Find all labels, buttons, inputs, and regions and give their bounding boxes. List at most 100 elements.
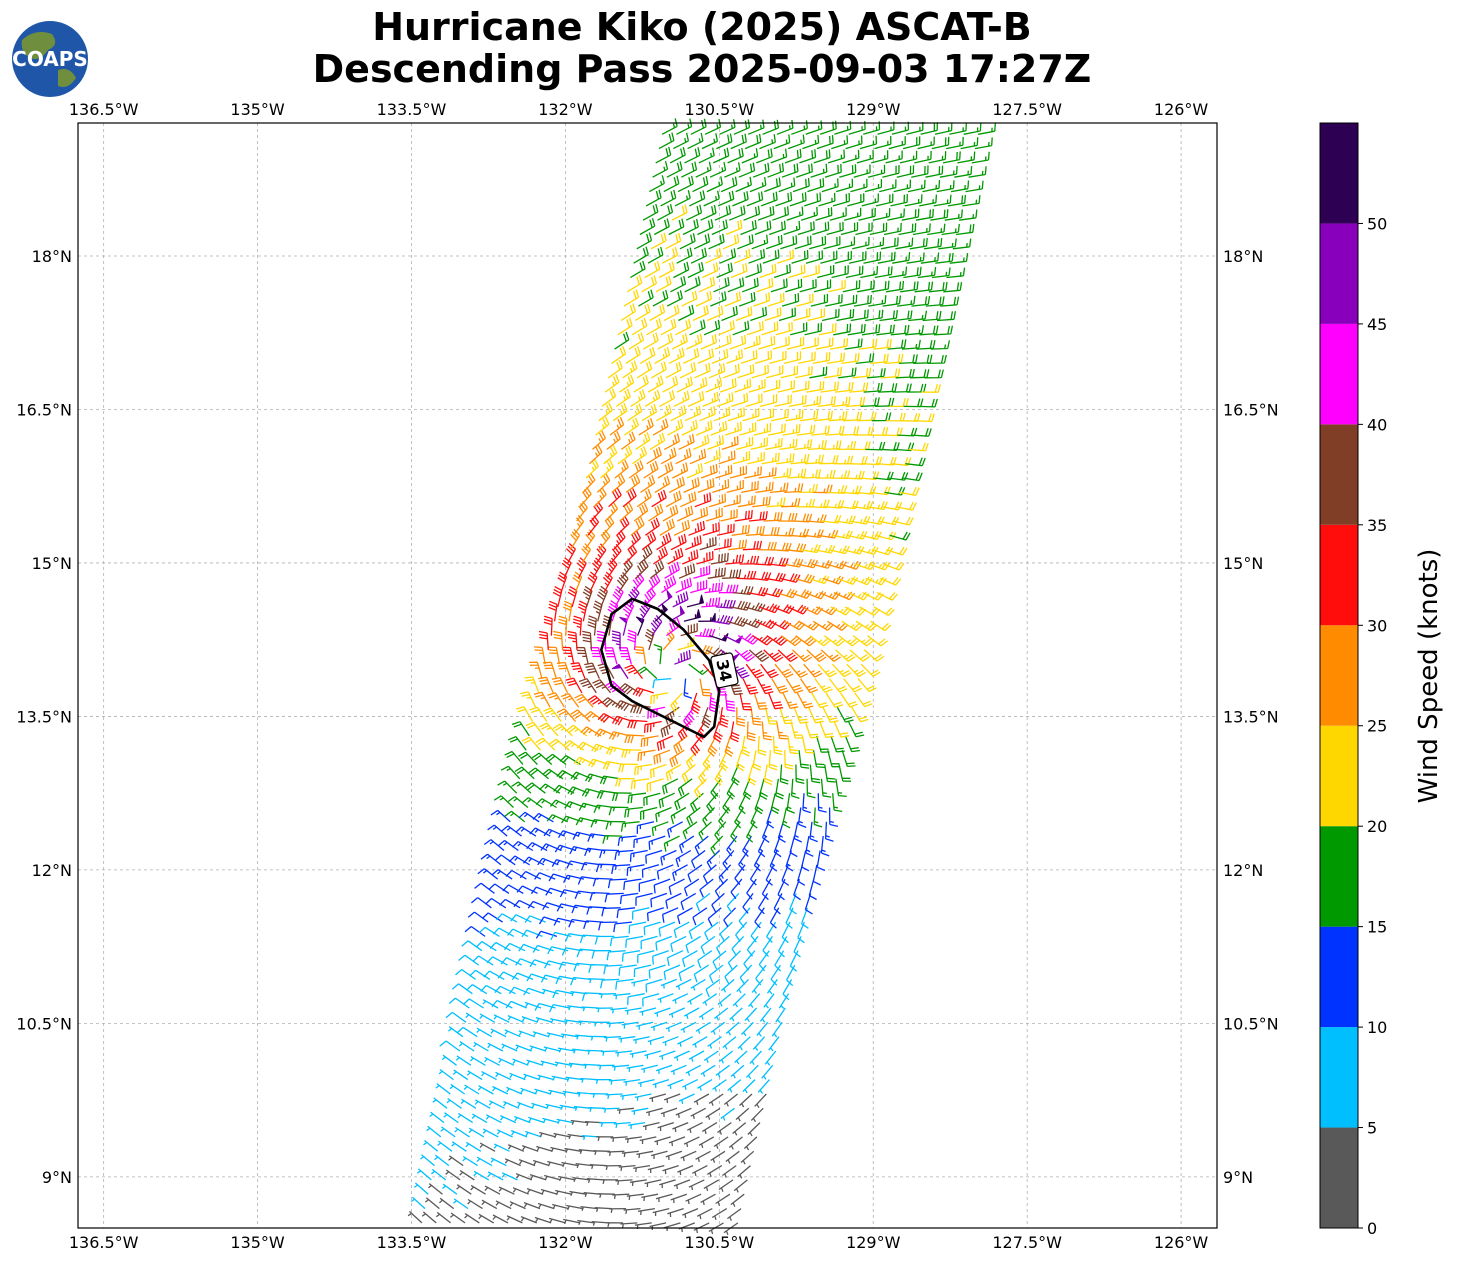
wind-barb [641,275,658,293]
wind-barb [564,800,586,809]
wind-barb [516,885,538,894]
wind-barb [640,735,659,748]
wind-barb [630,778,650,790]
wind-barb [703,1179,720,1192]
wind-barb [651,950,669,965]
lat-tick-label: 13.5°N [1223,707,1279,726]
wind-barb [504,810,526,823]
wind-barb [576,500,588,522]
wind-barb [726,349,744,365]
wind-barb [768,220,786,236]
wind-barb [715,1193,731,1207]
wind-barb [753,556,775,566]
wind-barb [974,137,993,150]
wind-barb [908,310,928,322]
wind-barb [649,175,665,193]
wind-barb [697,950,713,969]
wind-barb [784,148,802,164]
wind-barb [813,807,823,828]
wind-barb [871,280,890,293]
wind-barb [676,247,693,264]
wind-barb [542,902,564,911]
wind-barb [661,778,679,795]
wind-barb [683,878,700,897]
wind-barb [633,502,649,522]
wind-barb [604,501,619,522]
wind-barb [540,843,562,852]
wind-barb [448,997,470,1009]
wind-barb [616,1107,634,1114]
wind-barb [912,223,931,236]
wind-barb [648,503,664,522]
wind-barb [944,209,963,221]
wind-barb [837,236,856,250]
wind-barb [599,1121,617,1127]
wind-barb [962,195,981,207]
wind-barb [777,249,795,264]
wind-barb [700,935,716,955]
wind-barb [511,781,532,794]
wind-barb [920,252,940,264]
wind-barb [656,735,674,751]
wind-barb [650,614,663,636]
wind-barb [666,950,684,967]
wind-barb [474,1099,491,1109]
wind-barb [523,1201,541,1210]
wind-barb [821,308,840,322]
wind-barb [493,1143,510,1152]
wind-barb [442,1183,458,1195]
wind-barb [596,585,608,608]
wind-barb [895,368,915,379]
wind-barb [759,1007,772,1023]
wind-barb [739,422,757,436]
wind-barb [824,764,836,783]
wind-barb [895,237,914,250]
wind-barb [749,1050,762,1066]
wind-barb [609,543,622,565]
wind-barb [798,620,820,631]
wind-barb [707,907,722,927]
axis-ticks: 136.5°W136.5°W135°W135°W133.5°W133.5°W13… [16,100,1278,1252]
wind-barb [556,1118,574,1124]
wind-barb [624,417,640,436]
wind-barb [592,877,613,887]
wind-barb [787,134,805,150]
wind-barb [791,380,810,393]
wind-barb [539,1131,556,1138]
wind-barb [904,194,923,207]
wind-barb [688,663,710,676]
wind-barb [668,878,685,895]
wind-barb [596,630,607,650]
wind-barb [426,1125,442,1138]
wind-barb [717,190,735,207]
wind-barb [690,978,706,991]
wind-barb [820,836,830,857]
wind-barb [798,483,819,494]
wind-barb-flag [695,609,702,619]
wind-barb [667,1207,684,1218]
wind-barb [597,1193,615,1198]
wind-barb [552,989,574,999]
wind-barb [817,264,835,279]
wind-barb [498,1057,515,1066]
wind-barb [718,807,730,828]
wind-barb [762,249,780,264]
wind-barb [831,135,849,150]
lon-tick-label: 130.5°W [685,100,755,119]
wind-barb [824,635,845,647]
wind-barb [531,752,553,765]
lon-tick-label: 129°W [846,1233,901,1252]
wind-barb [663,1093,681,1103]
wind-barb [774,394,792,408]
wind-barb [643,921,661,936]
wind-barb [619,892,639,905]
wind-barb [698,1007,714,1020]
wind-barb-flag [661,603,669,614]
lon-tick-label: 135°W [230,1233,285,1252]
wind-barb [673,390,690,407]
wind-barb [753,422,772,436]
wind-barb [611,715,634,726]
wind-barb [932,267,951,279]
wind-barb [922,180,941,193]
